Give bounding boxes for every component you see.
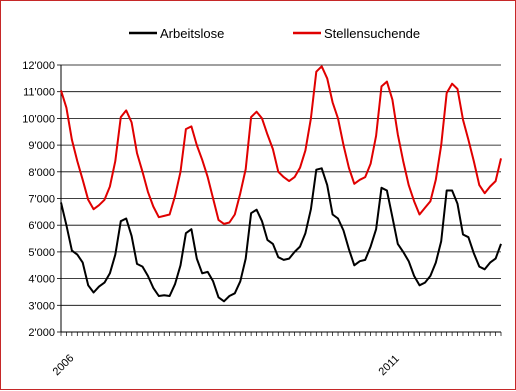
y-tick-label: 2'000	[28, 327, 55, 339]
legend-label-arbeitslose: Arbeitslose	[160, 26, 224, 41]
series-line-arbeitslose	[60, 167, 502, 303]
y-tick-label: 3'000	[28, 300, 55, 312]
y-tick-label: 5'000	[28, 247, 55, 259]
legend-label-stellensuchende: Stellensuchende	[324, 26, 420, 41]
series-line-stellensuchende	[60, 65, 502, 225]
y-tick-label: 9'000	[28, 140, 55, 152]
y-tick-label: 6'000	[28, 220, 55, 232]
y-tick-label: 12'000	[22, 60, 55, 72]
legend: Arbeitslose Stellensuchende	[129, 26, 420, 41]
y-tick-label: 8'000	[28, 167, 55, 179]
y-tick-label: 10'000	[22, 113, 55, 125]
y-tick-label: 4'000	[28, 274, 55, 286]
x-tick-label: 2011	[377, 353, 402, 378]
x-tick-label: 2006	[51, 352, 77, 378]
y-tick-label: 11'000	[23, 87, 55, 99]
y-tick-label: 7'000	[28, 194, 55, 206]
series-lines	[60, 65, 502, 303]
